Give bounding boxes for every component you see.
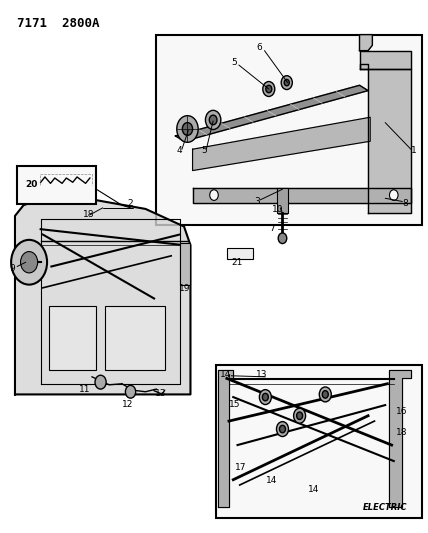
Circle shape — [210, 190, 218, 200]
Polygon shape — [218, 370, 233, 507]
Text: 16: 16 — [396, 407, 407, 416]
Bar — [49, 306, 96, 370]
Circle shape — [177, 116, 198, 142]
Polygon shape — [360, 51, 411, 69]
Circle shape — [276, 422, 288, 437]
Text: 3: 3 — [254, 197, 260, 206]
Circle shape — [95, 375, 106, 389]
Circle shape — [319, 387, 331, 402]
Text: 13: 13 — [155, 389, 166, 398]
Circle shape — [262, 393, 268, 401]
Text: 7: 7 — [269, 224, 275, 233]
Circle shape — [125, 385, 136, 398]
Text: 11: 11 — [79, 385, 90, 393]
Circle shape — [209, 115, 217, 125]
Circle shape — [284, 79, 289, 86]
Circle shape — [21, 252, 38, 273]
Text: 5: 5 — [201, 146, 207, 155]
Bar — [105, 306, 165, 370]
Circle shape — [294, 408, 306, 423]
Text: 4: 4 — [176, 146, 182, 155]
Text: 1: 1 — [411, 147, 417, 155]
Text: ELECTRIC: ELECTRIC — [363, 503, 407, 512]
Circle shape — [279, 425, 285, 433]
Text: 14: 14 — [220, 370, 232, 378]
Circle shape — [263, 82, 275, 96]
Circle shape — [281, 76, 292, 90]
Text: 18: 18 — [396, 429, 407, 437]
Text: 7171  2800A: 7171 2800A — [17, 17, 100, 30]
Polygon shape — [193, 188, 411, 203]
Circle shape — [266, 85, 272, 93]
Bar — [216, 365, 422, 518]
Text: 19: 19 — [179, 285, 190, 293]
Text: 21: 21 — [232, 258, 243, 266]
Text: 20: 20 — [25, 181, 37, 189]
Polygon shape — [360, 64, 411, 213]
Text: 17: 17 — [235, 464, 246, 472]
Polygon shape — [360, 35, 372, 51]
Bar — [227, 248, 253, 259]
Text: 9: 9 — [9, 264, 15, 273]
Text: 12: 12 — [122, 400, 133, 408]
Bar — [180, 243, 190, 285]
Polygon shape — [389, 370, 411, 507]
Polygon shape — [15, 198, 190, 394]
Text: 8: 8 — [403, 199, 409, 208]
Circle shape — [182, 123, 193, 135]
Text: 5: 5 — [232, 59, 238, 67]
Polygon shape — [193, 117, 370, 171]
Text: 2: 2 — [128, 199, 134, 208]
Circle shape — [278, 233, 287, 244]
Circle shape — [322, 391, 328, 398]
Bar — [17, 166, 96, 204]
Text: 14: 14 — [266, 477, 277, 485]
Text: 13: 13 — [256, 370, 268, 378]
Bar — [156, 35, 422, 225]
Circle shape — [11, 240, 47, 285]
Circle shape — [259, 390, 271, 405]
Text: 14: 14 — [308, 485, 319, 494]
Text: 6: 6 — [256, 44, 262, 52]
Circle shape — [205, 110, 221, 130]
Polygon shape — [175, 85, 368, 141]
Text: 15: 15 — [229, 400, 240, 408]
Circle shape — [297, 412, 303, 419]
Text: 10: 10 — [272, 205, 283, 214]
Bar — [277, 188, 288, 213]
Text: 18: 18 — [83, 211, 95, 219]
Circle shape — [389, 190, 398, 200]
